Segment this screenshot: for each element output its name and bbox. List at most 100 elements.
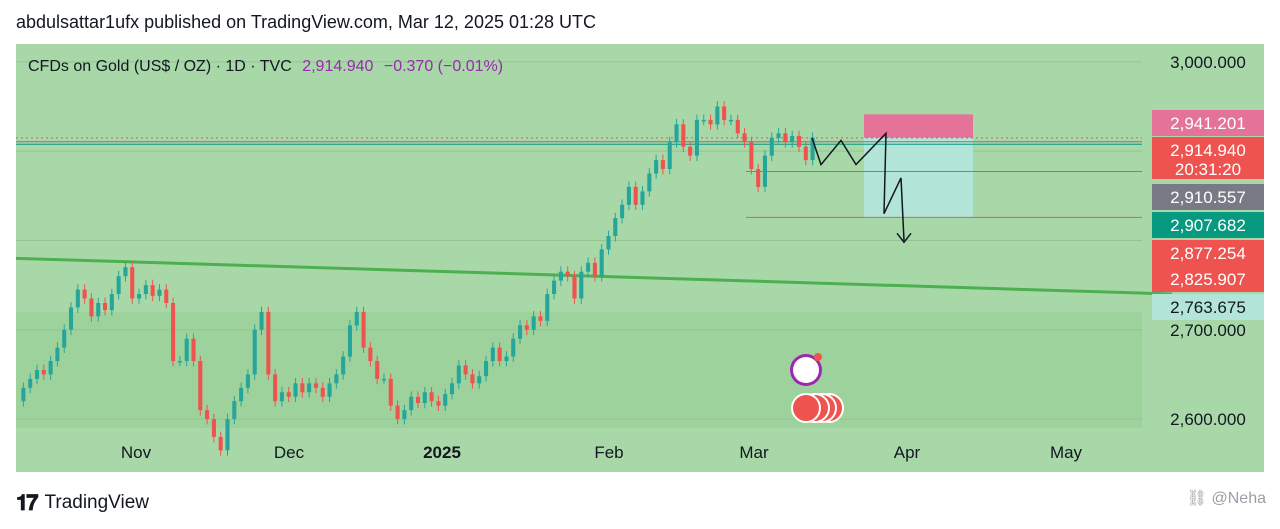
candle [293, 383, 298, 397]
price-label: 2,941.201 [1170, 114, 1246, 133]
price-label-box [1152, 240, 1264, 266]
candle [313, 383, 318, 388]
candle [211, 419, 216, 437]
price-label: 2,825.907 [1170, 270, 1246, 289]
candle [558, 271, 563, 281]
candle [300, 383, 305, 393]
chart-legend: CFDs on Gold (US$ / OZ) · 1D · TVC 2,914… [28, 58, 503, 76]
candle [103, 302, 108, 311]
candle [749, 142, 754, 170]
candle [436, 401, 441, 406]
us-flag-icon [791, 393, 821, 423]
candle [184, 338, 189, 362]
tv-logo-icon: 𝟏𝟕 [16, 490, 39, 515]
candle [55, 347, 60, 362]
candle [769, 137, 774, 156]
price-label-box [1152, 266, 1264, 292]
candle [762, 155, 768, 187]
candle [756, 169, 761, 187]
candle [504, 356, 509, 362]
candle [232, 401, 237, 420]
candle [48, 361, 53, 375]
candle [273, 374, 278, 402]
candle [647, 173, 652, 192]
candle [735, 119, 740, 134]
candle [708, 119, 713, 125]
price-label: 2,907.682 [1170, 216, 1246, 235]
candle [361, 311, 366, 348]
candle [279, 392, 284, 402]
tradingview-logo[interactable]: 𝟏𝟕 TradingView [16, 490, 149, 516]
candle [613, 218, 618, 236]
candle [68, 307, 74, 330]
candle [776, 133, 781, 138]
price-label-box [1152, 137, 1264, 163]
candle [694, 119, 699, 156]
candle [341, 356, 346, 375]
candle [518, 325, 523, 339]
candle [171, 302, 176, 362]
lower-band [16, 311, 1142, 428]
legend-change: −0.370 (−0.01%) [383, 58, 504, 75]
candle [252, 329, 257, 375]
candle [545, 294, 550, 321]
price-label: 2,914.940 [1170, 141, 1246, 160]
chain-icon: ⛓ [1186, 490, 1208, 507]
legend-symbol: CFDs on Gold (US$ / OZ) · 1D · TVC [28, 58, 292, 75]
candle [75, 289, 80, 308]
candle [320, 387, 325, 397]
x-tick-label: May [1050, 443, 1083, 462]
candle [592, 262, 597, 277]
candle [722, 106, 727, 120]
candle [422, 392, 427, 403]
x-tick-label: Nov [121, 443, 152, 462]
candle [28, 378, 33, 388]
legend-price: 2,914.940 [302, 58, 374, 75]
candle [606, 236, 611, 250]
y-tick-label: 3,000.000 [1170, 53, 1246, 72]
candle [395, 405, 400, 420]
candle [225, 419, 230, 451]
candle [599, 249, 604, 277]
candle [715, 106, 720, 125]
candle [449, 383, 455, 395]
candle [381, 378, 387, 381]
candle [701, 119, 706, 122]
candle [137, 294, 142, 299]
candle [429, 392, 434, 402]
candle [388, 378, 393, 406]
candle [688, 146, 693, 156]
candle [347, 325, 353, 357]
watermark-text: @Neha [1211, 490, 1267, 507]
candle [89, 298, 94, 317]
x-tick-label: 2025 [423, 443, 461, 462]
candle [654, 160, 659, 174]
price-label-box [1152, 294, 1264, 320]
candle [640, 191, 645, 205]
candle [742, 133, 747, 143]
candle [62, 329, 67, 348]
price-label-box [1152, 110, 1264, 136]
candle [572, 276, 577, 299]
y-tick-label: 2,700.000 [1170, 321, 1246, 340]
arrow-head [896, 232, 912, 244]
candle [586, 262, 591, 272]
candlestick-chart[interactable]: Nov Dec 2025 Feb Mar Apr May 3,000.000 2,700.000… [15, 44, 1264, 472]
candle [21, 387, 26, 402]
candle [82, 289, 87, 299]
x-tick-label: Apr [894, 443, 921, 462]
price-label: 2,877.254 [1170, 244, 1246, 263]
published-line: abdulsattar1ufx published on TradingView… [16, 12, 597, 32]
candle [409, 396, 414, 411]
candle [368, 347, 373, 362]
candle [790, 135, 795, 143]
candle [116, 276, 121, 295]
chart-panel[interactable]: Nov Dec 2025 Feb Mar Apr May 3,000.000 2,700.000… [15, 44, 1264, 472]
candle [456, 365, 461, 384]
candle [109, 294, 114, 311]
candle [443, 394, 448, 406]
candle [218, 436, 223, 451]
candle [483, 361, 489, 377]
candle [538, 316, 543, 321]
x-tick-label: Feb [594, 443, 623, 462]
